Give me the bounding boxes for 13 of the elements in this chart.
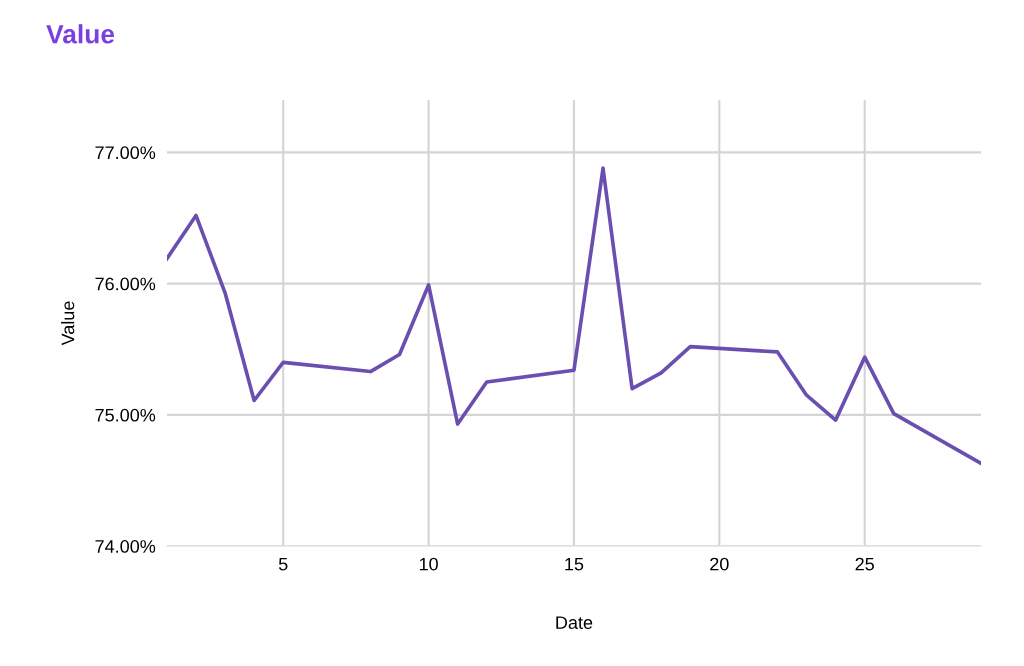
y-axis-title: Value [61, 301, 75, 346]
x-tick-label: 5 [278, 557, 288, 571]
x-tick-label: 20 [710, 557, 729, 571]
x-tick-label: 25 [855, 557, 874, 571]
y-tick-label: 77.00% [95, 146, 156, 160]
line-series [166, 166, 981, 466]
x-axis-title: Date [556, 616, 593, 629]
y-tick-label: 75.00% [95, 408, 156, 422]
y-tick-label: 76.00% [95, 277, 156, 291]
chart-title: Value [46, 24, 115, 44]
x-tick-label: 15 [565, 557, 584, 571]
y-tick-label: 74.00% [95, 540, 156, 553]
x-tick-label: 10 [419, 557, 438, 571]
